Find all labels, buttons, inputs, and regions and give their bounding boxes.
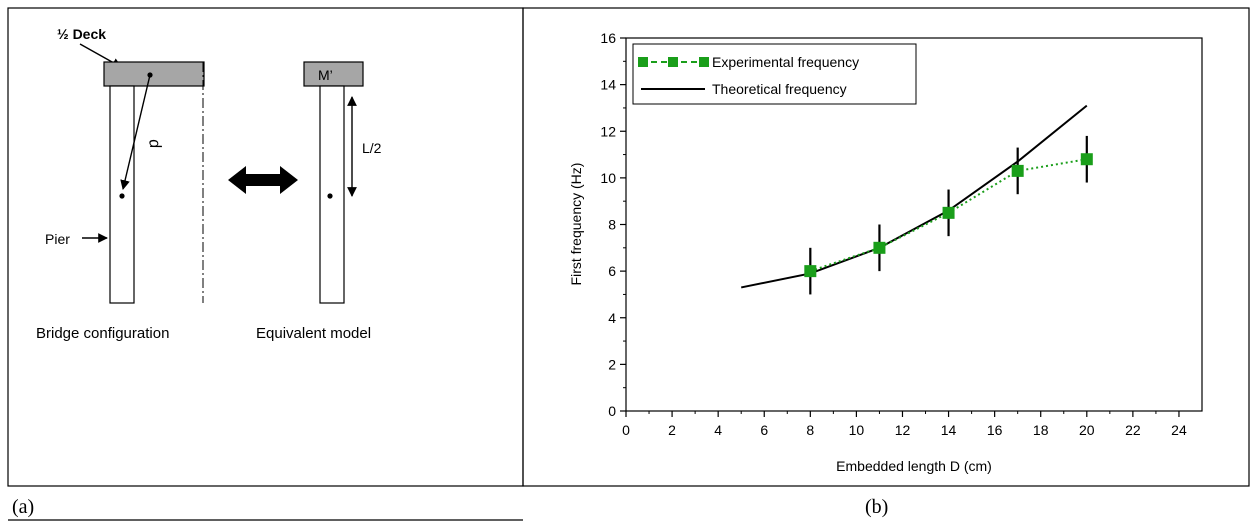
y-tick-label: 16 xyxy=(600,30,616,46)
equivalence-arrow xyxy=(228,166,298,194)
x-tick-label: 20 xyxy=(1079,422,1095,438)
experimental-data-point xyxy=(942,206,955,219)
x-tick-label: 6 xyxy=(760,422,768,438)
y-tick-label: 0 xyxy=(608,403,616,419)
panel-frames xyxy=(7,7,1250,521)
x-tick-label: 8 xyxy=(806,422,814,438)
x-tick-label: 22 xyxy=(1125,422,1141,438)
x-tick-label: 16 xyxy=(987,422,1003,438)
y-axis: 0 2 4 6 8 10 12 14 16 xyxy=(600,30,626,419)
caption-a: (a) xyxy=(12,496,34,518)
pier-centroid-dot xyxy=(119,193,125,199)
experimental-data-point xyxy=(1080,153,1093,166)
series-layer xyxy=(741,104,1093,295)
experimental-data-point xyxy=(804,265,817,278)
y-tick-label: 12 xyxy=(600,123,616,139)
deck-block xyxy=(103,61,205,87)
experimental-data-point xyxy=(873,241,886,254)
experimental-data-point xyxy=(1011,164,1024,177)
theoretical-frequency-line xyxy=(741,104,1088,289)
x-tick-label: 2 xyxy=(668,422,676,438)
d-distance-arrow xyxy=(120,74,151,190)
bridge-configuration-title: Bridge configuration xyxy=(36,325,169,342)
panel-a-diagram: ½ Deck d Pier M’ L/2 Bridge configuratio… xyxy=(36,26,382,342)
x-tick-label: 0 xyxy=(622,422,630,438)
x-axis-label: Embedded length D (cm) xyxy=(836,458,992,474)
half-length-label: L/2 xyxy=(362,140,382,156)
x-tick-label: 14 xyxy=(941,422,957,438)
x-tick-label: 4 xyxy=(714,422,722,438)
legend-experimental-label: Experimental frequency xyxy=(712,54,859,70)
y-tick-label: 4 xyxy=(608,310,616,326)
y-tick-label: 10 xyxy=(600,170,616,186)
d-label: d xyxy=(145,138,163,151)
y-tick-label: 8 xyxy=(608,217,616,233)
y-tick-label: 6 xyxy=(608,263,616,279)
pier-label: Pier xyxy=(45,231,70,247)
legend: Experimental frequency Theoretical frequ… xyxy=(632,43,917,105)
legend-box xyxy=(632,43,917,105)
deck-label: ½ Deck xyxy=(57,26,106,42)
y-axis-label: First frequency (Hz) xyxy=(568,163,584,286)
caption-b: (b) xyxy=(865,496,888,518)
legend-experimental-marker-3 xyxy=(699,57,709,67)
x-tick-label: 12 xyxy=(895,422,911,438)
equivalent-model-title: Equivalent model xyxy=(256,325,371,342)
x-tick-label: 24 xyxy=(1171,422,1187,438)
x-tick-label: 18 xyxy=(1033,422,1049,438)
x-tick-label: 10 xyxy=(849,422,865,438)
y-tick-label: 2 xyxy=(608,356,616,372)
legend-experimental-marker-1 xyxy=(638,57,648,67)
mass-label: M’ xyxy=(318,67,333,83)
legend-theoretical-label: Theoretical frequency xyxy=(712,81,847,97)
x-axis: 0 2 4 6 8 10 12 14 16 18 20 22 24 xyxy=(622,411,1187,438)
equivalent-centroid-dot xyxy=(327,193,333,199)
y-tick-label: 14 xyxy=(600,77,616,93)
legend-experimental-marker-2 xyxy=(668,57,678,67)
mass-block xyxy=(303,61,364,87)
